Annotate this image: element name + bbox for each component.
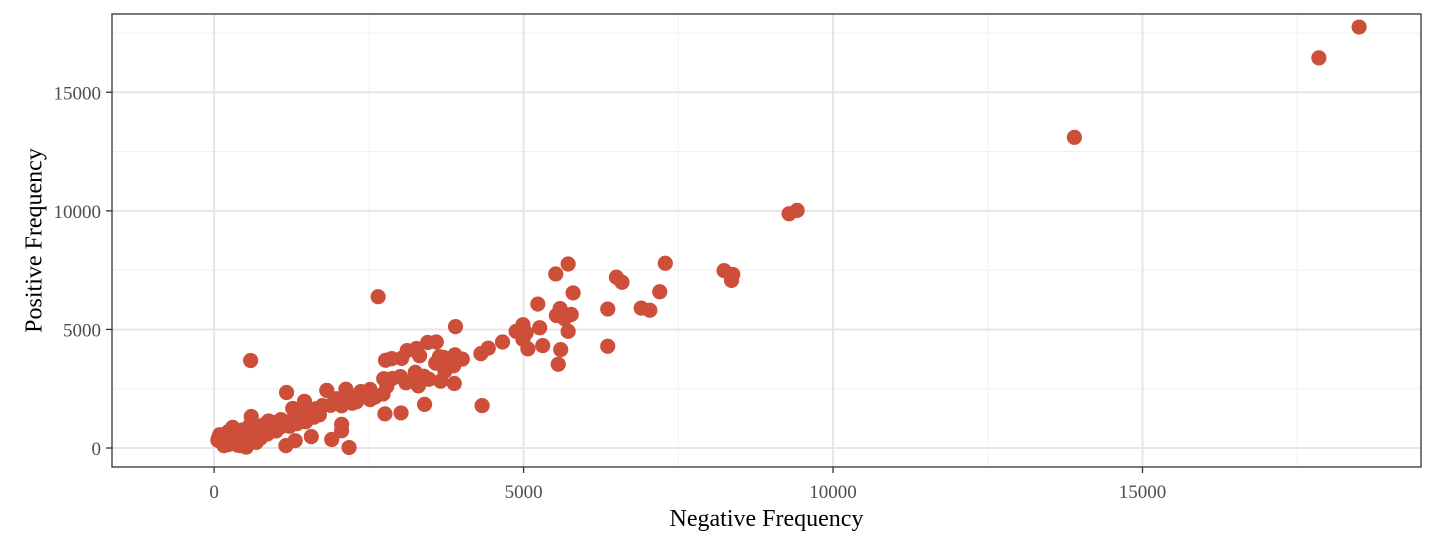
- data-point-0-78: [341, 439, 357, 456]
- data-point-0-4: [781, 206, 797, 222]
- data-point-0-33: [520, 341, 536, 357]
- data-point-0-144: [252, 430, 269, 446]
- data-point-0-8: [657, 255, 673, 271]
- data-point-0-151: [367, 389, 383, 405]
- data-point-0-9: [652, 284, 668, 300]
- data-point-0-42: [446, 375, 462, 392]
- x-tick-label-3: 15000: [1119, 482, 1167, 503]
- x-axis-title: Negative Frequency: [670, 506, 864, 532]
- data-point-0-18: [565, 285, 581, 301]
- data-point-0-34: [494, 334, 511, 350]
- data-point-0-12: [600, 301, 616, 317]
- data-point-0-22: [556, 311, 573, 327]
- data-point-0-152: [398, 375, 414, 391]
- data-point-0-52: [411, 348, 428, 364]
- plot-panel-border: [111, 13, 1422, 468]
- data-point-0-63: [377, 352, 394, 368]
- data-point-0-68: [370, 289, 386, 305]
- data-points: [210, 19, 1367, 456]
- data-point-0-142: [210, 432, 226, 448]
- data-point-0-150: [348, 394, 365, 410]
- data-point-0-50: [416, 396, 433, 412]
- data-point-0-15: [642, 302, 658, 318]
- data-point-0-13: [600, 338, 616, 354]
- data-point-0-0: [1351, 19, 1367, 35]
- data-point-0-117: [243, 352, 259, 369]
- data-point-0-44: [420, 334, 436, 351]
- data-point-0-16: [560, 256, 576, 272]
- data-point-0-82: [319, 382, 335, 398]
- data-point-0-90: [303, 429, 319, 445]
- data-point-0-85: [334, 423, 350, 439]
- y-axis-ticks: 0 5000 10000 15000: [54, 83, 112, 460]
- data-point-0-17: [548, 266, 564, 282]
- data-point-0-28: [535, 337, 551, 354]
- data-point-0-37: [474, 397, 490, 414]
- data-point-0-49: [433, 373, 449, 389]
- y-tick-label-3: 15000: [54, 83, 102, 104]
- y-axis-title: Positive Frequency: [21, 148, 47, 333]
- y-tick-label-0: 0: [92, 439, 102, 460]
- y-tick-label-1: 5000: [63, 320, 101, 341]
- data-point-0-147: [223, 433, 240, 449]
- data-point-0-36: [473, 346, 489, 362]
- data-point-0-2: [1066, 129, 1083, 145]
- data-point-0-67: [377, 406, 393, 422]
- data-point-0-80: [334, 398, 350, 414]
- data-point-0-1: [1311, 50, 1327, 66]
- data-point-0-148: [298, 414, 314, 430]
- data-point-0-38: [447, 318, 464, 335]
- data-point-0-101: [287, 433, 303, 449]
- major-gridlines: [112, 14, 1421, 467]
- data-point-0-149: [311, 407, 327, 423]
- x-tick-label-0: 0: [209, 482, 219, 503]
- data-point-0-99: [278, 384, 295, 401]
- data-point-0-24: [553, 341, 569, 358]
- y-tick-label-2: 10000: [54, 202, 102, 223]
- data-point-0-26: [530, 296, 546, 312]
- data-point-0-23: [560, 323, 576, 339]
- x-tick-label-1: 5000: [505, 482, 543, 503]
- data-point-0-83: [324, 431, 340, 448]
- data-point-0-58: [410, 378, 426, 394]
- data-point-0-95: [285, 400, 301, 417]
- data-point-0-27: [532, 320, 548, 336]
- data-point-0-25: [550, 356, 566, 372]
- data-point-0-11: [614, 274, 630, 290]
- data-point-0-7: [723, 272, 740, 288]
- data-point-0-61: [393, 405, 409, 421]
- x-tick-label-2: 10000: [809, 482, 857, 503]
- x-axis-ticks: 0 5000 10000 15000: [209, 467, 1166, 503]
